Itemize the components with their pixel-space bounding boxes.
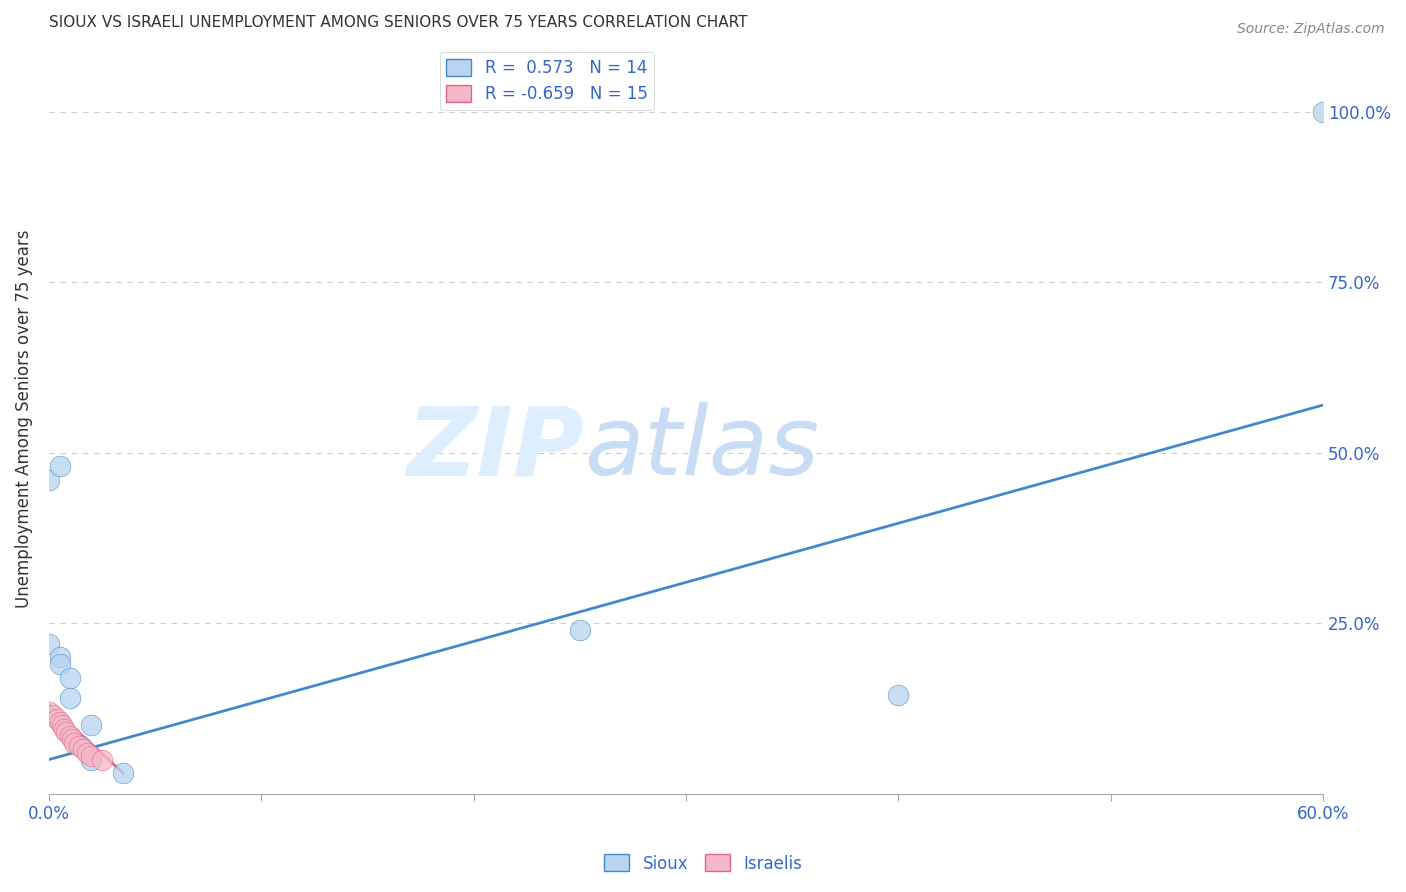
Point — [67, 739, 90, 753]
Point — [51, 718, 73, 732]
Point — [55, 725, 77, 739]
Point — [568, 623, 591, 637]
Point — [72, 742, 94, 756]
Point — [1312, 104, 1334, 119]
Point — [59, 729, 82, 743]
Text: SIOUX VS ISRAELI UNEMPLOYMENT AMONG SENIORS OVER 75 YEARS CORRELATION CHART: SIOUX VS ISRAELI UNEMPLOYMENT AMONG SENI… — [49, 15, 748, 30]
Point — [59, 671, 82, 685]
Point — [91, 753, 114, 767]
Point — [63, 735, 86, 749]
Point — [38, 705, 60, 719]
Point — [48, 650, 70, 665]
Point — [48, 657, 70, 672]
Point — [76, 746, 98, 760]
Point — [887, 688, 910, 702]
Legend: Sioux, Israelis: Sioux, Israelis — [598, 847, 808, 880]
Point — [80, 718, 103, 732]
Point — [60, 732, 83, 747]
Point — [112, 766, 135, 780]
Point — [42, 708, 65, 723]
Point — [48, 459, 70, 474]
Text: ZIP: ZIP — [406, 402, 583, 495]
Point — [38, 473, 60, 487]
Point — [69, 739, 91, 753]
Y-axis label: Unemployment Among Seniors over 75 years: Unemployment Among Seniors over 75 years — [15, 229, 32, 608]
Point — [38, 637, 60, 651]
Text: Source: ZipAtlas.com: Source: ZipAtlas.com — [1237, 22, 1385, 37]
Point — [46, 712, 69, 726]
Point — [52, 722, 75, 736]
Point — [59, 691, 82, 706]
Point — [48, 715, 70, 730]
Point — [80, 749, 103, 764]
Text: atlas: atlas — [583, 402, 820, 495]
Legend: R =  0.573   N = 14, R = -0.659   N = 15: R = 0.573 N = 14, R = -0.659 N = 15 — [440, 52, 654, 110]
Point — [80, 753, 103, 767]
